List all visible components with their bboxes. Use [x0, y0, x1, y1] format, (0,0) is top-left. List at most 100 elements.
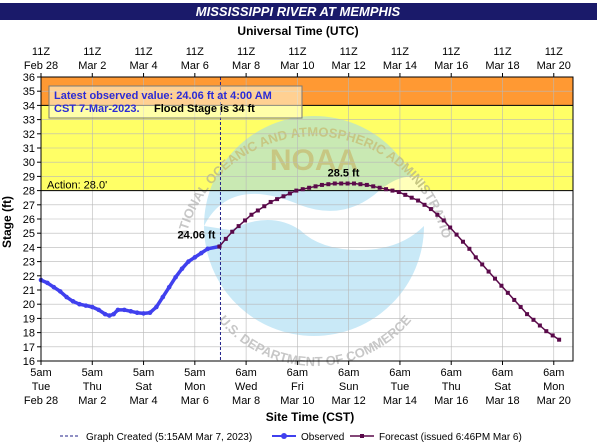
top-tick-date: Mar 14 [383, 60, 417, 72]
observed-series [38, 244, 222, 318]
forecast-point [460, 239, 465, 244]
legend-forecast-label: Forecast (issued 6:46PM Mar 6) [379, 432, 522, 443]
forecast-point [518, 305, 523, 310]
observed-point [64, 294, 69, 300]
observed-point [128, 309, 134, 314]
forecast-point [550, 333, 555, 338]
top-tick-date: Mar 12 [332, 60, 366, 72]
legend-observed-label: Observed [301, 432, 344, 443]
x-tick-time: 6am [235, 367, 256, 379]
top-tick-date: Mar 18 [485, 60, 519, 72]
x-tick-day: Thu [442, 381, 461, 393]
forecast-point [537, 323, 542, 328]
x-tick-date: Mar 6 [181, 395, 209, 407]
forecast-point [467, 246, 472, 251]
y-tick-label: 18 [23, 328, 35, 340]
top-tick-time: 11Z [134, 46, 152, 58]
watermark-gull-shape [204, 176, 424, 250]
observed-point [83, 303, 89, 308]
y-tick-label: 32 [23, 129, 35, 141]
x-tick-day: Tue [391, 381, 410, 393]
x-tick-time: 6am [492, 367, 513, 379]
forecast-point [435, 212, 440, 217]
y-tick-label: 26 [23, 214, 35, 226]
y-tick-label: 34 [23, 100, 35, 112]
x-tick-time: 6am [543, 367, 564, 379]
forecast-point [377, 185, 382, 190]
forecast-point [262, 204, 267, 209]
forecast-point [384, 187, 389, 192]
forecast-point [243, 218, 248, 223]
forecast-point [499, 283, 504, 288]
forecast-point [454, 232, 459, 237]
x-tick-date: Feb 28 [24, 395, 58, 407]
forecast-point [236, 224, 241, 229]
forecast-point [300, 187, 305, 192]
x-tick-time: 5am [184, 367, 205, 379]
forecast-point [493, 276, 498, 281]
forecast-point [287, 191, 292, 196]
info-line-1: Latest observed value: 24.06 ft at 4:00 … [54, 90, 272, 102]
x-tick-date: Mar 14 [383, 395, 417, 407]
x-axis-title: Site Time (CST) [266, 410, 354, 424]
forecast-point [396, 190, 401, 195]
x-tick-date: Mar 2 [78, 395, 106, 407]
forecast-point [268, 199, 273, 204]
x-tick-day: Thu [83, 381, 102, 393]
title-bar [0, 3, 597, 20]
y-tick-label: 35 [23, 86, 35, 98]
y-tick-label: 28 [23, 186, 35, 198]
forecast-point [339, 181, 344, 186]
observed-point [96, 307, 101, 313]
observed-point [186, 259, 191, 264]
top-tick-time: 11Z [545, 46, 563, 58]
observed-point [154, 304, 159, 310]
x-tick-date: Mar 12 [332, 395, 366, 407]
forecast-series [217, 181, 562, 342]
x-tick-date: Mar 18 [485, 395, 519, 407]
y-tick-label: 20 [23, 299, 35, 311]
forecast-point [230, 229, 235, 234]
x-tick-date: Mar 8 [232, 395, 260, 407]
threshold-label: Action: 28.0' [47, 180, 107, 192]
forecast-point [281, 194, 286, 199]
x-tick-day: Fri [291, 381, 304, 393]
forecast-point [307, 185, 312, 190]
legend-observed-marker [281, 433, 287, 439]
forecast-point [371, 184, 376, 189]
x-tick-time: 6am [287, 367, 308, 379]
plot-grid [41, 77, 573, 361]
y-tick-label: 27 [23, 200, 35, 212]
forecast-point [525, 312, 530, 317]
forecast-point [409, 195, 414, 200]
y-tick-label: 30 [23, 157, 35, 169]
annotation-label: 24.06 ft [177, 230, 215, 242]
forecast-point [352, 181, 357, 186]
info-line-2b: Flood Stage is 34 ft [154, 103, 255, 115]
legend: Graph Created (5:15AM Mar 7, 2023) Obser… [60, 432, 522, 443]
y-tick-label: 21 [23, 285, 35, 297]
observed-point [122, 307, 127, 313]
observed-point [102, 311, 108, 317]
x-tick-time: 5am [30, 367, 51, 379]
x-tick-time: 6am [389, 367, 410, 379]
x-tick-date: Mar 16 [434, 395, 468, 407]
forecast-point [275, 197, 280, 202]
observed-point [57, 289, 63, 294]
y-tick-label: 25 [23, 228, 35, 240]
x-tick-day: Mon [543, 381, 564, 393]
forecast-point [448, 225, 453, 230]
y-tick-label: 33 [23, 115, 35, 127]
y-axis-title: Stage (ft) [0, 196, 14, 248]
watermark-noaa-text: NOAA [270, 144, 358, 177]
forecast-point [505, 290, 510, 295]
top-tick-date: Mar 16 [434, 60, 468, 72]
forecast-point [544, 329, 549, 334]
observed-point [192, 255, 198, 260]
observed-point [179, 266, 185, 272]
observed-point [45, 280, 50, 286]
forecast-point [403, 192, 408, 197]
observed-point [160, 294, 166, 300]
top-tick-time: 11Z [237, 46, 255, 58]
